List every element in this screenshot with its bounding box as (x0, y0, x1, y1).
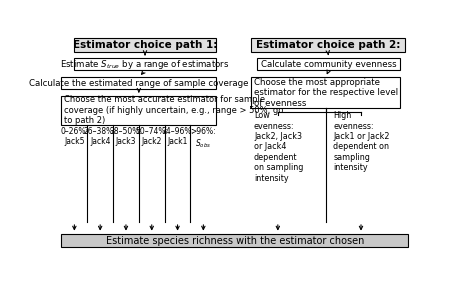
Text: Estimator choice path 1:: Estimator choice path 1: (73, 40, 217, 50)
Text: Choose the most accurate estimator for sample
coverage (if highly uncertain, e.g: Choose the most accurate estimator for s… (64, 95, 283, 125)
Bar (74, 38, 216, 52)
Text: Estimate $S_{true}$ by a range of estimators: Estimate $S_{true}$ by a range of estima… (60, 58, 230, 71)
Text: High
evenness:
Jack1 or Jack2
dependent on
sampling
intensity: High evenness: Jack1 or Jack2 dependent … (333, 111, 390, 172)
Text: Calculate the estimated range of sample coverage: Calculate the estimated range of sample … (29, 79, 249, 88)
Text: >96%:
$S_{obs}$: >96%: $S_{obs}$ (191, 127, 216, 150)
Text: Low
evenness:
Jack2, Jack3
or Jack4
dependent
on sampling
intensity: Low evenness: Jack2, Jack3 or Jack4 depe… (254, 111, 303, 182)
Bar (61, 96, 216, 125)
Text: Estimator choice path 2:: Estimator choice path 2: (256, 40, 400, 50)
Text: 74–96%:
Jack1: 74–96%: Jack1 (161, 127, 194, 146)
Text: 0–26%:
Jack5: 0–26%: Jack5 (60, 127, 88, 146)
Text: Calculate community evenness: Calculate community evenness (261, 60, 397, 69)
Bar (61, 77, 216, 89)
Bar (61, 234, 408, 247)
Text: 50–74%:
Jack2: 50–74%: Jack2 (135, 127, 168, 146)
Text: 26–38%:
Jack4: 26–38%: Jack4 (84, 127, 116, 146)
Text: 38–50%:
Jack3: 38–50%: Jack3 (109, 127, 142, 146)
Text: Choose the most appropriate
estimator for the respective level
of evenness: Choose the most appropriate estimator fo… (254, 78, 398, 108)
Text: Estimate species richness with the estimator chosen: Estimate species richness with the estim… (105, 235, 364, 246)
Bar (251, 38, 405, 52)
Bar (251, 77, 400, 108)
Bar (257, 58, 400, 70)
Bar (74, 58, 216, 70)
